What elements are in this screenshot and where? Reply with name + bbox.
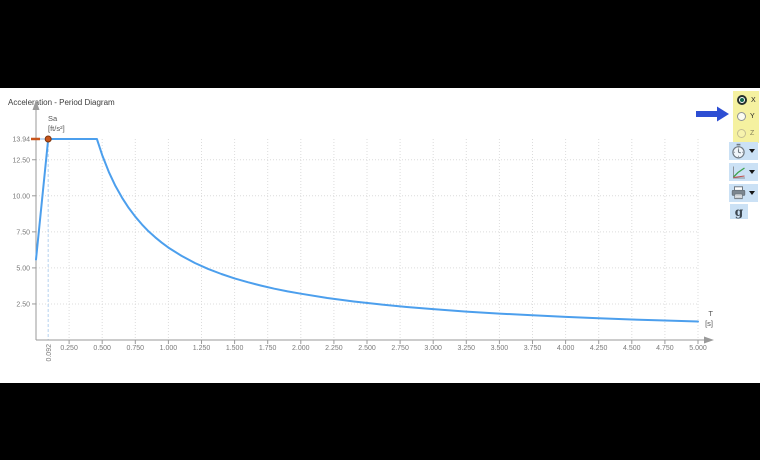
printer-icon [729,184,747,202]
annotation-arrow [696,106,730,122]
direction-option-y[interactable]: Y [733,109,759,124]
diagram-icon [729,163,747,181]
y-tick-label: 7.50 [16,229,30,236]
x-tick-label: 3.750 [524,345,542,352]
x-tick-label: 3.250 [458,345,476,352]
x-axis-title: [s] [705,319,713,328]
radio-button-icon[interactable] [737,112,746,122]
acceleration-period-chart: 13.94 12.50 10.00 7.50 5.00 2.50 0.250 0.500 0.7… [12,100,714,362]
y-axis-arrow-icon [32,100,40,110]
x-tick-label: 1.250 [193,345,211,352]
direction-option-z[interactable]: Z [733,126,759,141]
printer-button[interactable] [729,184,758,202]
direction-option-x[interactable]: X [733,93,759,108]
x-tick-label: 0.250 [60,345,78,352]
x-tick-label: 4.000 [557,345,575,352]
x-tick-label: 2.250 [325,345,343,352]
gravity-g-button[interactable]: g [730,204,748,219]
dropdown-arrow-icon[interactable] [749,170,755,174]
dropdown-arrow-icon[interactable] [749,191,755,195]
special-x-tick-label: 0.092 [46,344,53,362]
x-tick-label: 2.500 [358,345,376,352]
x-tick-label: 0.750 [127,345,145,352]
radio-button-icon[interactable] [737,129,746,139]
diagram-button[interactable] [729,163,758,181]
y-tick-label: 5.00 [16,265,30,272]
x-axis-title: T [708,309,713,318]
direction-option-label: Z [750,130,755,138]
letterbox-top [0,0,760,88]
direction-option-label: X [751,96,756,104]
radio-button-icon[interactable] [737,95,747,106]
direction-option-label: Y [750,113,755,121]
plateau-start-marker [44,135,52,143]
stopwatch-button[interactable] [729,142,758,160]
x-tick-label: 2.000 [292,345,310,352]
y-tick-label: 10.00 [12,193,30,200]
x-tick-label: 1.000 [160,345,178,352]
x-tick-label: 3.500 [491,345,509,352]
x-tick-label: 2.750 [391,345,409,352]
x-tick-label: 4.750 [656,345,674,352]
y-tick-label: 13.94 [12,136,30,143]
x-tick-label: 4.500 [623,345,641,352]
right-arrow-icon [696,106,729,122]
stopwatch-icon [729,142,747,160]
dropdown-arrow-icon[interactable] [749,149,755,153]
x-tick-label: 0.500 [93,345,111,352]
x-tick-label: 5.000 [689,345,707,352]
x-tick-label: 1.500 [226,345,244,352]
x-axis-arrow-icon [704,336,714,344]
direction-selector-panel: X Y Z [733,91,759,143]
x-tick-label: 3.000 [424,345,442,352]
y-tick-label: 2.50 [16,301,30,308]
diagram-panel: Acceleration - Period Diagram 13.94 12.50… [0,88,760,383]
y-axis-title: [ft/s²] [48,124,65,133]
y-tick-label: 12.50 [12,157,30,164]
response-spectrum-curve [35,138,699,323]
y-axis-title: Sa [48,114,58,123]
chart-title: Acceleration - Period Diagram [8,98,115,107]
letterbox-bottom [0,383,760,460]
x-tick-label: 1.750 [259,345,277,352]
x-tick-label: 4.250 [590,345,608,352]
